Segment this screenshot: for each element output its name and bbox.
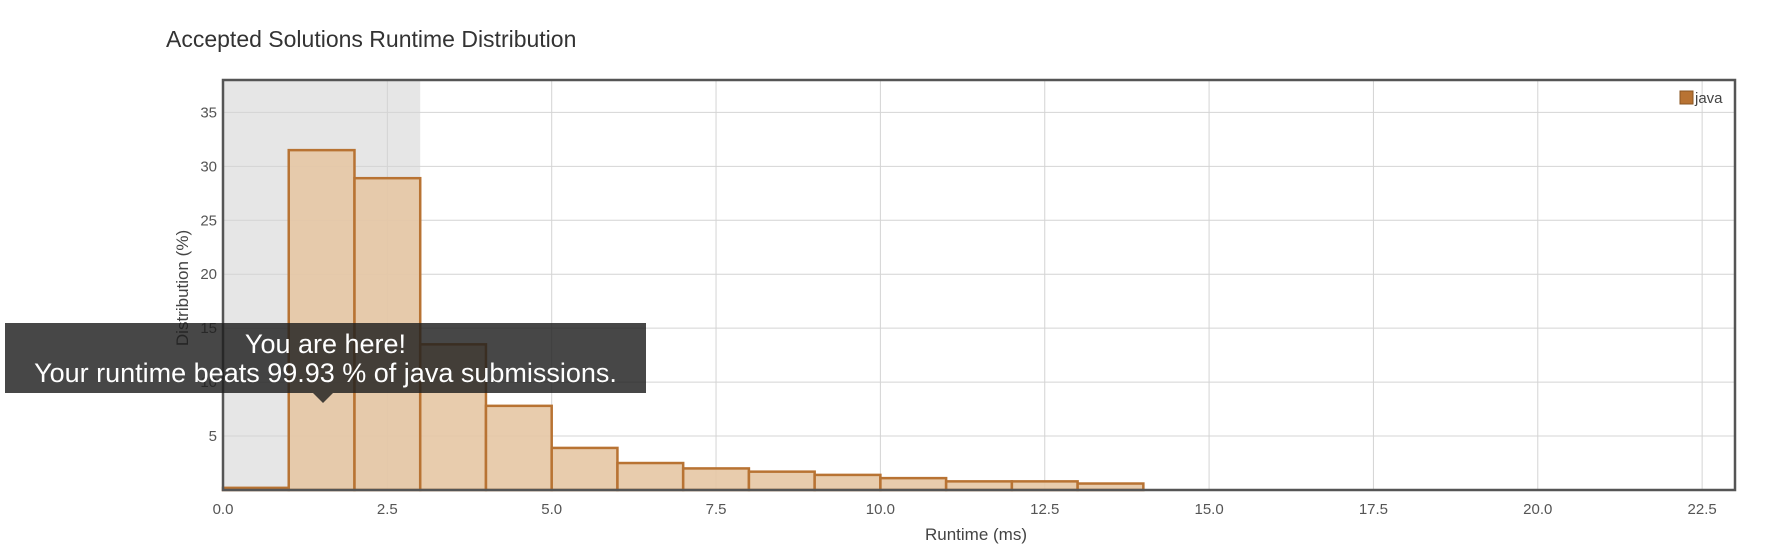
histogram-bar	[287, 148, 356, 492]
y-tick-label: 35	[200, 104, 217, 121]
x-tick-label: 5.0	[541, 501, 562, 518]
histogram-bar	[681, 467, 751, 492]
x-tick-label: 12.5	[1030, 501, 1059, 518]
x-tick-label: 17.5	[1359, 501, 1388, 518]
axes-layer: 0.02.55.07.510.012.515.017.520.022.55101…	[200, 78, 1737, 518]
x-tick-label: 0.0	[213, 501, 234, 518]
histogram-bar	[484, 404, 553, 492]
histogram-bar	[747, 470, 816, 492]
bars-layer	[221, 148, 1145, 492]
tooltip-pointer	[313, 393, 333, 403]
chart-title: Accepted Solutions Runtime Distribution	[166, 26, 577, 52]
legend[interactable]: java	[1679, 90, 1723, 107]
y-tick-label: 25	[200, 212, 217, 229]
tooltip-line-1: You are here!	[244, 329, 407, 359]
y-axis-label: Distribution (%)	[173, 230, 192, 346]
histogram-bar	[813, 473, 882, 492]
tooltip-line-2: Your runtime beats 99.93 % of java submi…	[34, 358, 617, 388]
x-tick-label: 10.0	[866, 501, 895, 518]
x-tick-label: 15.0	[1194, 501, 1223, 518]
histogram-bar	[550, 446, 619, 492]
x-tick-label: 2.5	[377, 501, 398, 518]
y-tick-label: 5	[209, 428, 217, 445]
histogram-bar	[879, 476, 948, 492]
x-tick-label: 7.5	[706, 501, 727, 518]
histogram-bar	[944, 480, 1014, 492]
histogram-bar	[616, 461, 685, 492]
you-are-here-tooltip: You are here! Your runtime beats 99.93 %…	[5, 323, 646, 393]
x-tick-label: 22.5	[1688, 501, 1717, 518]
y-tick-label: 30	[200, 158, 217, 175]
x-tick-label: 20.0	[1523, 501, 1552, 518]
y-tick-label: 20	[200, 266, 217, 283]
histogram-bar	[1010, 480, 1079, 492]
legend-swatch	[1679, 90, 1694, 105]
x-axis-label: Runtime (ms)	[925, 525, 1027, 544]
legend-label: java	[1694, 90, 1723, 107]
plot-frame	[221, 78, 1737, 492]
